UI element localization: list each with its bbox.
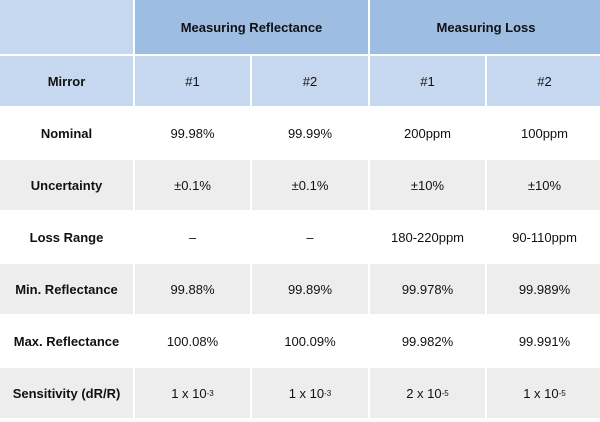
- table-cell: –: [135, 212, 250, 262]
- cell-text: 1 x 10: [523, 385, 559, 401]
- row-label: Sensitivity (dR/R): [0, 368, 133, 418]
- table-cell: 1 x 10 -3: [135, 368, 250, 418]
- table-cell: ±10%: [370, 160, 485, 210]
- exponent: -5: [441, 388, 449, 398]
- table-cell: 99.991%: [487, 316, 600, 366]
- table-cell: 100.08%: [135, 316, 250, 366]
- table-cell: ±0.1%: [252, 160, 368, 210]
- table-cell: 99.88%: [135, 264, 250, 314]
- row-label: Min. Reflectance: [0, 264, 133, 314]
- table-cell: 180-220ppm: [370, 212, 485, 262]
- table-cell: 99.989%: [487, 264, 600, 314]
- table-cell: –: [252, 212, 368, 262]
- table-cell: 90-110ppm: [487, 212, 600, 262]
- table-cell: ±10%: [487, 160, 600, 210]
- cell-text: 2 x 10: [406, 385, 442, 401]
- table-cell: ±0.1%: [135, 160, 250, 210]
- exponent: -3: [206, 388, 214, 398]
- table-cell: 200ppm: [370, 108, 485, 158]
- table-cell: 1 x 10 -3: [252, 368, 368, 418]
- column-header: #1: [370, 56, 485, 106]
- group-header: Measuring Reflectance: [135, 0, 368, 54]
- table-cell: 99.98%: [135, 108, 250, 158]
- table-cell: 100.09%: [252, 316, 368, 366]
- exponent: -3: [324, 388, 332, 398]
- column-header: #1: [135, 56, 250, 106]
- row-label: Nominal: [0, 108, 133, 158]
- column-header: #2: [487, 56, 600, 106]
- table-cell: 100ppm: [487, 108, 600, 158]
- group-header: Measuring Loss: [370, 0, 600, 54]
- column-header: #2: [252, 56, 368, 106]
- corner-cell: [0, 0, 133, 54]
- table-cell: 99.99%: [252, 108, 368, 158]
- table-cell: 2 x 10 -5: [370, 368, 485, 418]
- cell-text: 1 x 10: [288, 385, 325, 401]
- cell-text: 1 x 10: [171, 385, 207, 401]
- row-label: Uncertainty: [0, 160, 133, 210]
- table-cell: 99.978%: [370, 264, 485, 314]
- row-label: Max. Reflectance: [0, 316, 133, 366]
- row-label: Loss Range: [0, 212, 133, 262]
- exponent: -5: [558, 388, 566, 398]
- table-cell: 99.89%: [252, 264, 368, 314]
- table-cell: 1 x 10 -5: [487, 368, 600, 418]
- table-cell: 99.982%: [370, 316, 485, 366]
- row-label: Mirror: [0, 56, 133, 106]
